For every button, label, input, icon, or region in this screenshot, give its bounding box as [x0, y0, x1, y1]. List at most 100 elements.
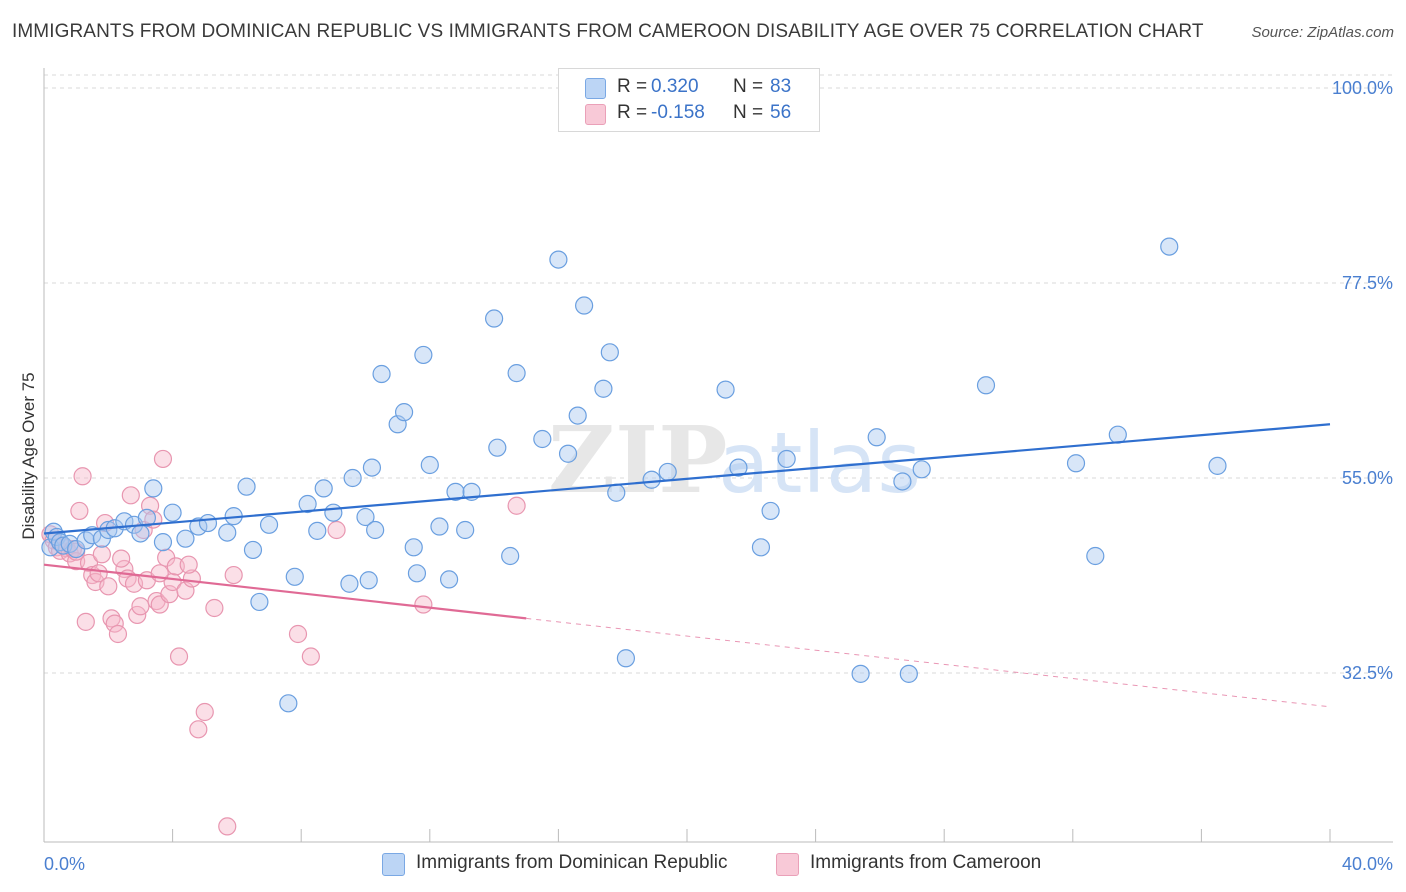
bottom-legend-label-dominican: Immigrants from Dominican Republic	[416, 852, 728, 873]
point-dominican	[404, 538, 423, 557]
point-dominican	[658, 462, 677, 482]
point-dominican	[343, 468, 362, 488]
point-dominican	[279, 694, 298, 713]
point-dominican	[153, 533, 173, 552]
bottom-legend-swatch-blue	[382, 853, 405, 876]
point-dominican	[1208, 456, 1227, 475]
point-dominican	[485, 309, 504, 328]
point-cameroon	[105, 614, 124, 633]
point-dominican	[575, 296, 594, 315]
point-dominican	[568, 406, 587, 425]
y-tick-label: 32.5%	[1342, 663, 1393, 683]
point-cameroon	[224, 565, 243, 585]
point-dominican	[456, 520, 475, 540]
point-dominican	[198, 513, 218, 533]
point-dominican	[976, 376, 996, 395]
x-tick-label-max: 40.0%	[1342, 854, 1393, 874]
point-dominican	[533, 429, 552, 449]
point-dominican	[259, 515, 279, 534]
legend-r-label: R =	[617, 102, 648, 123]
point-dominican	[893, 472, 912, 491]
point-dominican	[549, 250, 568, 269]
point-dominican	[285, 567, 304, 586]
point-dominican	[137, 508, 156, 527]
point-dominican	[867, 428, 886, 447]
point-dominican	[83, 526, 102, 545]
y-axis-label: Disability Age Over 75	[19, 372, 38, 539]
point-cameroon	[70, 501, 89, 521]
point-cameroon	[507, 496, 526, 515]
point-dominican	[851, 664, 870, 683]
point-dominican	[912, 460, 931, 479]
x-tick-label-min: 0.0%	[44, 854, 85, 874]
point-cameroon	[218, 817, 237, 836]
point-dominican	[761, 501, 780, 521]
watermark-atlas: atlas	[718, 414, 921, 512]
point-cameroon	[179, 555, 198, 574]
point-dominican	[600, 343, 619, 362]
point-dominican	[99, 520, 118, 540]
point-dominican	[558, 444, 578, 463]
point-cameroon	[195, 702, 214, 722]
point-dominican	[439, 570, 459, 589]
legend-r-value: -0.158	[651, 102, 705, 123]
point-dominican	[131, 524, 150, 543]
point-dominican	[250, 592, 269, 612]
point-dominican	[594, 379, 613, 398]
point-dominican	[243, 540, 263, 560]
point-dominican	[407, 564, 427, 583]
point-cameroon	[73, 467, 92, 486]
x-tick-labels: 0.0% 40.0%	[44, 854, 1393, 874]
point-dominican	[716, 380, 735, 399]
point-cameroon	[99, 577, 118, 596]
point-dominican	[218, 523, 237, 542]
point-dominican	[501, 546, 520, 566]
point-cameroon	[153, 449, 173, 469]
axes	[43, 68, 1393, 843]
point-dominican	[324, 503, 343, 522]
point-dominican	[298, 494, 317, 514]
point-cameroon	[92, 545, 111, 564]
point-dominican	[144, 479, 163, 498]
series-cameroon	[41, 449, 526, 836]
point-cameroon	[131, 597, 150, 616]
y-tick-label: 55.0%	[1342, 468, 1393, 488]
point-dominican	[308, 521, 327, 540]
point-dominican	[237, 477, 256, 496]
correlation-legend: R = 0.320 N = 83 R = -0.158 N = 56	[558, 68, 820, 132]
point-cameroon	[327, 520, 346, 540]
point-dominican	[1160, 237, 1179, 256]
point-dominican	[394, 403, 414, 422]
point-cameroon	[205, 598, 224, 618]
point-dominican	[340, 574, 359, 593]
point-dominican	[1086, 546, 1105, 566]
watermark: ZIP atlas	[548, 406, 921, 514]
point-dominican	[362, 458, 382, 477]
source-note: Source: ZipAtlas.com	[1251, 24, 1394, 41]
trend-lines	[43, 423, 1331, 708]
legend-n-value: 83	[770, 76, 792, 97]
bottom-legend-label-cameroon: Immigrants from Cameroon	[810, 852, 1042, 873]
y-tick-labels: 100.0% 77.5% 55.0% 32.5%	[1332, 78, 1393, 683]
legend-swatch-blue	[585, 78, 606, 99]
point-cameroon	[169, 647, 189, 666]
legend-swatch-pink	[585, 104, 606, 125]
point-dominican	[446, 482, 465, 501]
point-dominican	[607, 483, 626, 502]
point-dominican	[356, 507, 375, 527]
point-dominican	[777, 449, 796, 469]
point-dominican	[488, 438, 507, 457]
point-dominican	[729, 458, 748, 477]
point-dominican	[430, 517, 449, 536]
trend-line-cameroon	[43, 563, 527, 620]
y-tick-label: 100.0%	[1332, 78, 1393, 98]
point-cameroon	[414, 595, 433, 614]
legend-n-label: N =	[733, 76, 764, 97]
point-cameroon	[76, 612, 95, 631]
point-cameroon	[108, 624, 128, 644]
point-cameroon	[288, 624, 308, 644]
trend-line-dominican	[43, 423, 1331, 535]
point-dominican	[189, 517, 208, 536]
point-dominican	[372, 364, 391, 384]
point-dominican	[163, 503, 182, 522]
